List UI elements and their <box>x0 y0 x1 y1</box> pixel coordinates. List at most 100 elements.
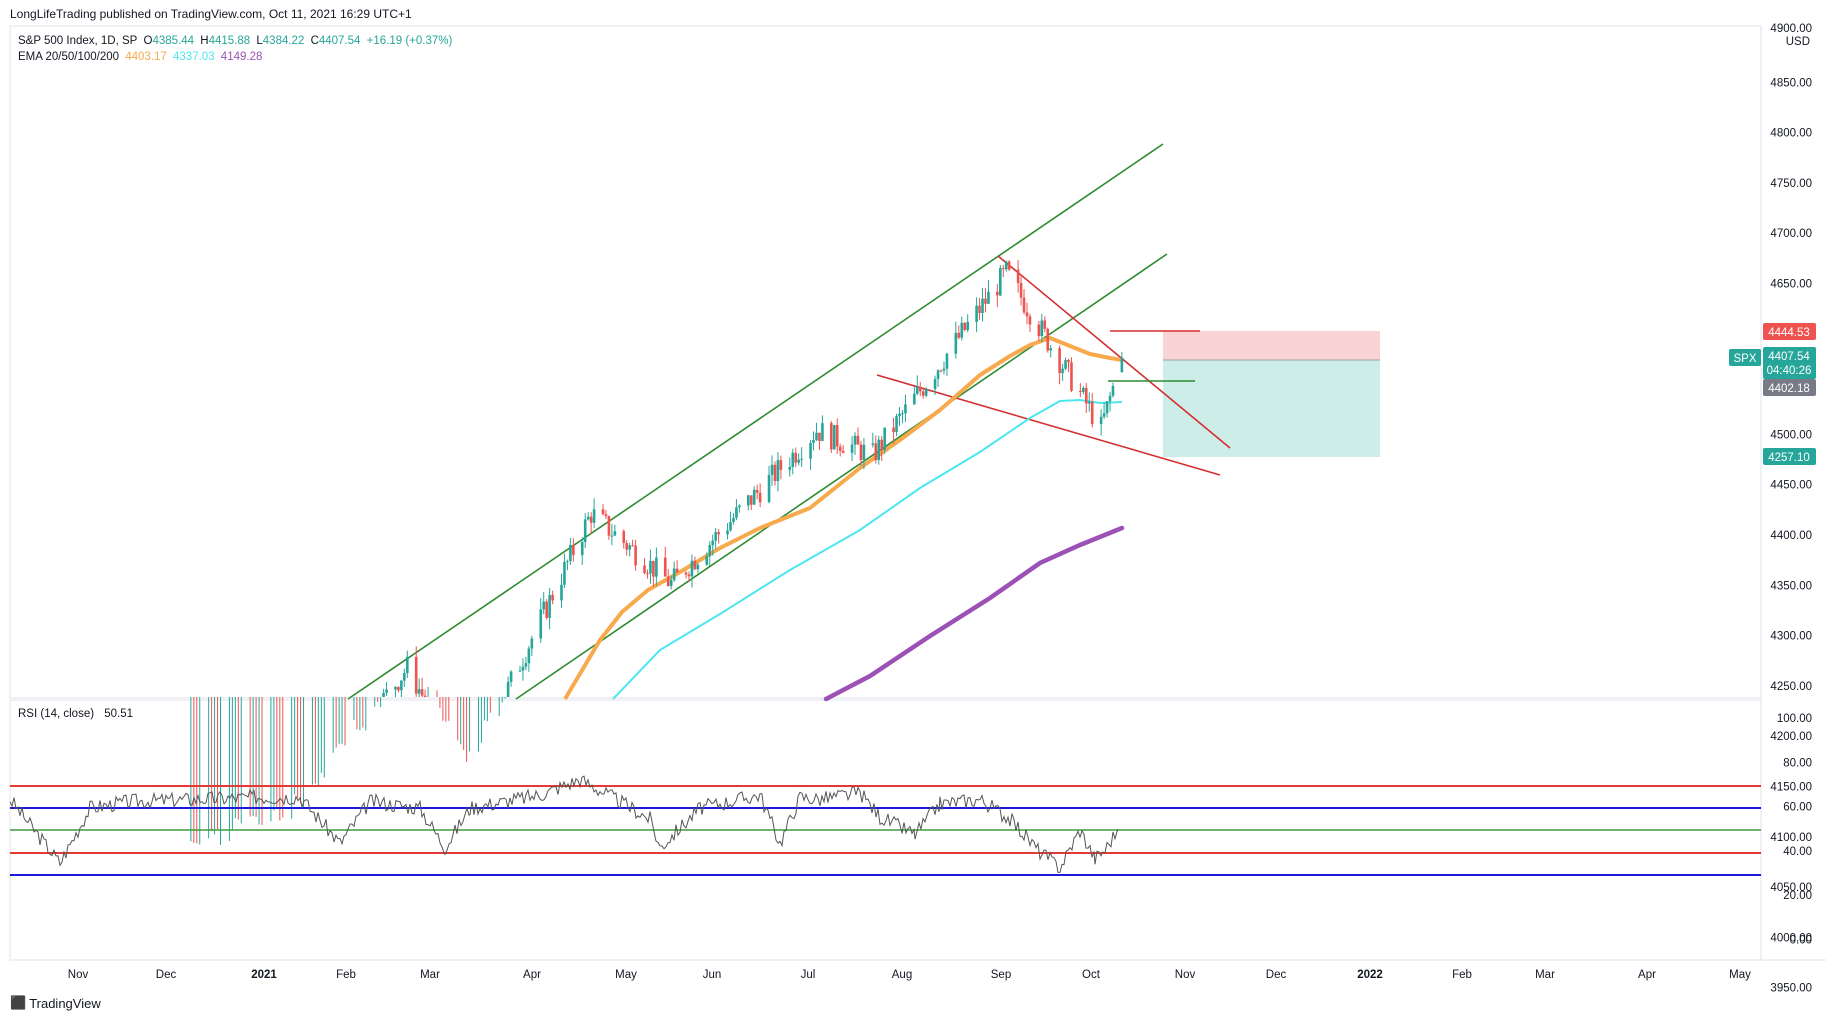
candle[interactable] <box>981 287 984 322</box>
candle[interactable] <box>1001 264 1005 278</box>
candle[interactable] <box>1043 316 1047 333</box>
candle[interactable] <box>693 556 697 571</box>
candle[interactable] <box>566 559 569 571</box>
candle[interactable] <box>877 435 881 465</box>
candle[interactable] <box>791 448 795 475</box>
candle[interactable] <box>580 537 584 565</box>
candle[interactable] <box>1037 320 1041 342</box>
candle[interactable] <box>921 387 925 399</box>
candle[interactable] <box>936 369 940 388</box>
candle[interactable] <box>509 670 513 687</box>
candle[interactable] <box>711 534 715 556</box>
candle[interactable] <box>1061 363 1064 381</box>
candle[interactable] <box>1079 383 1082 398</box>
ema20-line[interactable] <box>563 336 1123 701</box>
candle[interactable] <box>417 678 421 697</box>
tradingview-brand[interactable]: ⬛ TradingView <box>10 995 101 1011</box>
candle[interactable] <box>892 417 895 444</box>
candle[interactable] <box>874 435 878 464</box>
candle[interactable] <box>1082 385 1085 395</box>
candle[interactable] <box>506 676 510 697</box>
candle[interactable] <box>895 413 898 437</box>
candle[interactable] <box>634 539 637 571</box>
candle[interactable] <box>832 424 836 450</box>
candle[interactable] <box>521 658 525 681</box>
candle[interactable] <box>714 527 717 550</box>
candle[interactable] <box>717 529 720 544</box>
candle[interactable] <box>918 381 922 396</box>
candle[interactable] <box>732 512 735 525</box>
candle[interactable] <box>975 297 978 333</box>
candle[interactable] <box>821 415 824 442</box>
channel-lower-line[interactable] <box>515 253 1168 700</box>
candle[interactable] <box>548 587 551 630</box>
candle[interactable] <box>589 512 593 534</box>
candle[interactable] <box>1016 260 1020 293</box>
candle[interactable] <box>414 646 418 697</box>
candle[interactable] <box>996 284 999 307</box>
candle[interactable] <box>966 314 969 333</box>
rsi-line[interactable] <box>9 775 1119 873</box>
candle[interactable] <box>382 688 385 697</box>
candle[interactable] <box>592 498 596 529</box>
candle[interactable] <box>859 440 863 466</box>
candle[interactable] <box>586 512 590 521</box>
candle[interactable] <box>675 560 679 573</box>
candle[interactable] <box>527 645 531 672</box>
candle[interactable] <box>746 494 750 511</box>
candle[interactable] <box>1049 344 1053 358</box>
candle[interactable] <box>1070 357 1073 393</box>
take-profit-zone[interactable] <box>1163 360 1380 457</box>
candle[interactable] <box>809 440 812 470</box>
candle[interactable] <box>622 529 626 549</box>
candle[interactable] <box>773 461 777 486</box>
candle[interactable] <box>560 573 563 608</box>
candle[interactable] <box>604 510 608 520</box>
candle[interactable] <box>607 515 611 540</box>
candle[interactable] <box>684 571 688 579</box>
candle[interactable] <box>1058 345 1061 385</box>
candle[interactable] <box>729 511 732 532</box>
candle[interactable] <box>898 407 901 426</box>
candle[interactable] <box>957 325 961 340</box>
candle[interactable] <box>666 569 670 587</box>
candle[interactable] <box>841 444 845 454</box>
candle[interactable] <box>738 504 741 513</box>
candle[interactable] <box>933 375 937 395</box>
candle[interactable] <box>1064 357 1067 371</box>
candle[interactable] <box>752 486 756 505</box>
wedge-upper-line[interactable] <box>997 255 1231 449</box>
candle[interactable] <box>1111 382 1115 398</box>
candle[interactable] <box>649 549 652 584</box>
candle[interactable] <box>1007 260 1011 272</box>
candle[interactable] <box>420 677 424 697</box>
candle[interactable] <box>690 554 694 588</box>
candle[interactable] <box>1105 400 1109 418</box>
candle[interactable] <box>755 484 759 500</box>
candle[interactable] <box>613 524 617 537</box>
candle[interactable] <box>779 455 783 480</box>
last-candle[interactable] <box>1120 352 1124 373</box>
ema-label[interactable]: EMA 20/50/100/200 <box>18 51 120 63</box>
candle[interactable] <box>835 418 839 454</box>
candle[interactable] <box>563 553 566 589</box>
candle[interactable] <box>1046 327 1050 353</box>
candle[interactable] <box>403 668 406 687</box>
candle[interactable] <box>1090 393 1094 428</box>
candle[interactable] <box>551 590 554 605</box>
candle[interactable] <box>705 552 709 566</box>
rsi-axis[interactable]: 100.00 80.00 60.00 40.00 20.00 0.00 <box>1777 713 1812 947</box>
candle[interactable] <box>1025 302 1029 325</box>
candle[interactable] <box>999 264 1002 297</box>
candle[interactable] <box>915 375 919 396</box>
candle[interactable] <box>838 443 842 457</box>
candle[interactable] <box>708 541 712 566</box>
candle[interactable] <box>696 562 700 574</box>
candle[interactable] <box>939 369 943 373</box>
candle[interactable] <box>726 523 729 540</box>
candle[interactable] <box>883 427 886 454</box>
channel-upper-line[interactable] <box>347 143 1164 700</box>
candle[interactable] <box>901 409 904 424</box>
candle[interactable] <box>788 457 792 477</box>
